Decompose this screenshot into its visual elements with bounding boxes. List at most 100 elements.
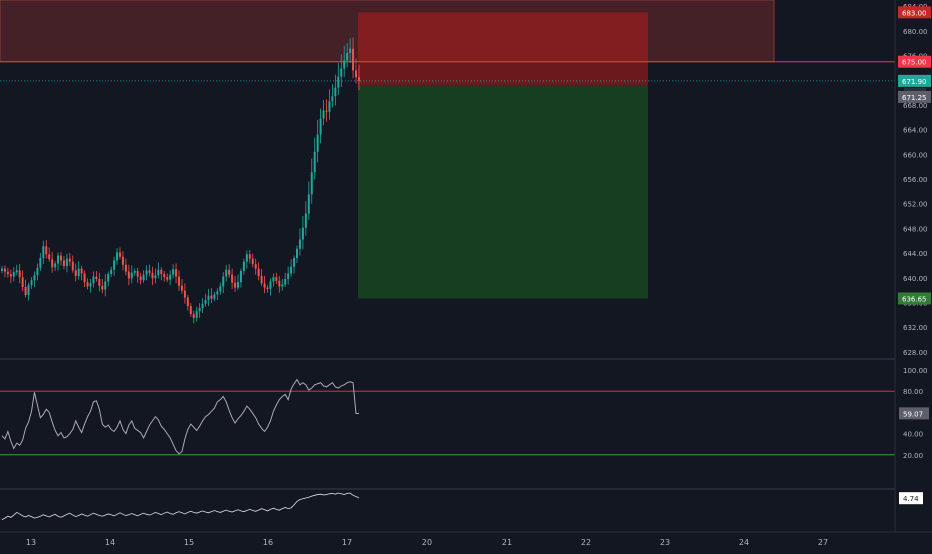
candle[interactable] <box>343 45 346 78</box>
candle[interactable] <box>62 256 65 270</box>
candle[interactable] <box>57 252 60 271</box>
candle[interactable] <box>213 291 216 302</box>
candle[interactable] <box>169 270 172 286</box>
candle[interactable] <box>48 247 51 262</box>
candle[interactable] <box>110 266 113 278</box>
candle[interactable] <box>36 263 39 281</box>
candle[interactable] <box>346 43 349 68</box>
candle[interactable] <box>74 263 77 282</box>
candle[interactable] <box>296 245 298 263</box>
candle[interactable] <box>89 278 92 293</box>
candle[interactable] <box>148 264 151 277</box>
oscillator-line[interactable] <box>1 492 360 520</box>
candle[interactable] <box>77 261 80 280</box>
candle[interactable] <box>263 275 266 294</box>
candle[interactable] <box>331 83 334 108</box>
candle[interactable] <box>239 268 242 288</box>
candle[interactable] <box>355 58 357 84</box>
candle[interactable] <box>237 274 239 291</box>
candle[interactable] <box>287 266 290 285</box>
candle[interactable] <box>83 270 86 288</box>
candle[interactable] <box>298 228 301 256</box>
candle[interactable] <box>54 261 57 271</box>
candle[interactable] <box>357 64 360 91</box>
candle[interactable] <box>290 259 293 278</box>
candle[interactable] <box>201 298 204 313</box>
candle[interactable] <box>349 38 352 63</box>
candle[interactable] <box>65 253 68 273</box>
candle[interactable] <box>172 264 175 279</box>
candle[interactable] <box>9 269 12 284</box>
candle[interactable] <box>257 262 260 281</box>
candle[interactable] <box>95 270 98 282</box>
candle[interactable] <box>207 288 210 307</box>
candle[interactable] <box>183 283 186 304</box>
candle[interactable] <box>3 265 6 278</box>
candle[interactable] <box>154 268 157 284</box>
candle[interactable] <box>337 62 340 96</box>
candle[interactable] <box>242 258 245 275</box>
candle[interactable] <box>225 264 228 282</box>
candle[interactable] <box>228 264 231 278</box>
candle[interactable] <box>163 270 166 282</box>
candle[interactable] <box>301 216 304 250</box>
candle[interactable] <box>192 310 195 324</box>
candle[interactable] <box>316 119 319 163</box>
candle[interactable] <box>307 181 310 220</box>
candle[interactable] <box>284 272 287 288</box>
candle[interactable] <box>136 267 139 283</box>
candle[interactable] <box>71 255 74 273</box>
candle[interactable] <box>310 158 313 204</box>
candle[interactable] <box>352 37 355 79</box>
candle[interactable] <box>210 288 213 304</box>
candle[interactable] <box>107 271 110 287</box>
candle[interactable] <box>178 270 180 291</box>
candle[interactable] <box>319 108 322 144</box>
candle[interactable] <box>142 270 145 283</box>
candle[interactable] <box>18 264 21 284</box>
candle[interactable] <box>293 255 296 274</box>
candle[interactable] <box>130 265 133 284</box>
candle[interactable] <box>6 267 9 278</box>
candle[interactable] <box>313 137 316 180</box>
candle[interactable] <box>24 279 27 298</box>
candle[interactable] <box>113 256 116 276</box>
candle[interactable] <box>245 250 248 269</box>
candle[interactable] <box>116 248 119 265</box>
candle[interactable] <box>195 306 198 322</box>
candle[interactable] <box>139 272 142 285</box>
candle[interactable] <box>21 270 24 292</box>
candle[interactable] <box>124 258 127 276</box>
candle[interactable] <box>145 265 148 281</box>
candle[interactable] <box>60 251 62 266</box>
candle[interactable] <box>234 275 237 292</box>
candle[interactable] <box>15 264 18 276</box>
candle[interactable] <box>33 271 36 288</box>
candle[interactable] <box>251 253 254 268</box>
candle[interactable] <box>51 251 54 273</box>
candle[interactable] <box>216 288 219 300</box>
candle[interactable] <box>340 54 343 88</box>
candle[interactable] <box>248 249 251 264</box>
candle[interactable] <box>204 293 207 307</box>
candle[interactable] <box>151 266 154 286</box>
candle[interactable] <box>119 247 121 260</box>
candle[interactable] <box>175 263 178 284</box>
candle[interactable] <box>322 99 325 126</box>
candle[interactable] <box>186 295 189 311</box>
candle[interactable] <box>101 278 104 294</box>
candle[interactable] <box>269 278 272 296</box>
candle[interactable] <box>104 274 107 297</box>
candle[interactable] <box>281 278 284 291</box>
candle[interactable] <box>80 266 83 281</box>
candle[interactable] <box>121 251 124 271</box>
rsi-line[interactable] <box>1 378 359 455</box>
candle[interactable] <box>39 253 42 271</box>
candle[interactable] <box>275 272 278 284</box>
candle[interactable] <box>260 269 263 286</box>
candle[interactable] <box>1 266 3 274</box>
candle[interactable] <box>27 282 30 301</box>
candle[interactable] <box>98 272 101 292</box>
candle[interactable] <box>127 264 130 286</box>
